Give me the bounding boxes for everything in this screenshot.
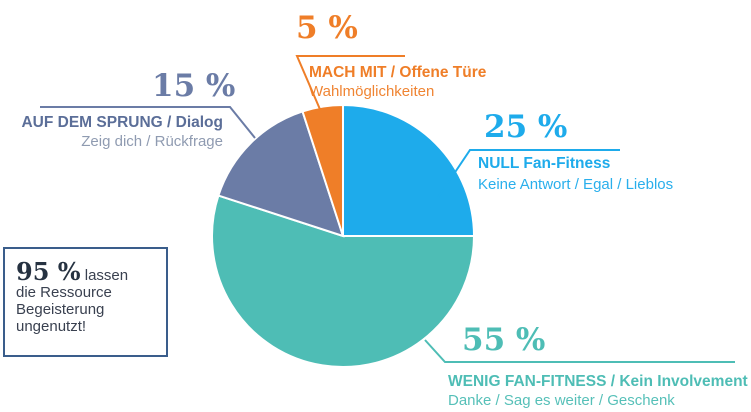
summary-note-box: 95 % lassen die Ressource Begeisterung u… bbox=[3, 247, 168, 357]
percent-label-auf-dem-sprung: 15 % bbox=[152, 68, 235, 104]
slice-subtitle-wenig-fan-fitness: Danke / Sag es weiter / Geschenk bbox=[448, 392, 675, 409]
slice-title-null-fan-fitness: NULL Fan-Fitness bbox=[478, 155, 610, 172]
leader-line-null-fan-fitness bbox=[430, 149, 620, 209]
leader-line-wenig-fan-fitness bbox=[424, 339, 735, 363]
note-text-3: Begeisterung bbox=[16, 301, 105, 318]
note-text-1: lassen bbox=[80, 267, 129, 284]
pie-slice-wenig-fan-fitness bbox=[211, 194, 476, 368]
percent-label-wenig-fan-fitness: 55 % bbox=[462, 322, 545, 358]
leader-line-mach-mit bbox=[295, 55, 405, 115]
note-percent: 95 % bbox=[16, 257, 81, 286]
pie-slice-mach-mit bbox=[301, 103, 344, 237]
slice-subtitle-null-fan-fitness: Keine Antwort / Egal / Lieblos bbox=[478, 176, 673, 193]
slice-subtitle-mach-mit: Wahlmöglichkeiten bbox=[309, 83, 434, 100]
pie-slice-null-fan-fitness bbox=[342, 103, 476, 237]
slice-title-mach-mit: MACH MIT / Offene Türe bbox=[309, 64, 487, 81]
slice-title-wenig-fan-fitness: WENIG FAN-FITNESS / Kein Involvement bbox=[448, 373, 748, 390]
slice-subtitle-auf-dem-sprung: Zeig dich / Rückfrage bbox=[81, 133, 223, 150]
note-text-4: ungenutzt! bbox=[16, 318, 87, 335]
note-text-2: die Ressource bbox=[16, 284, 112, 301]
percent-label-mach-mit: 5 % bbox=[296, 10, 358, 46]
slice-title-auf-dem-sprung: AUF DEM SPRUNG / Dialog bbox=[21, 114, 223, 131]
percent-label-null-fan-fitness: 25 % bbox=[484, 109, 567, 145]
leader-line-auf-dem-sprung bbox=[40, 106, 256, 139]
